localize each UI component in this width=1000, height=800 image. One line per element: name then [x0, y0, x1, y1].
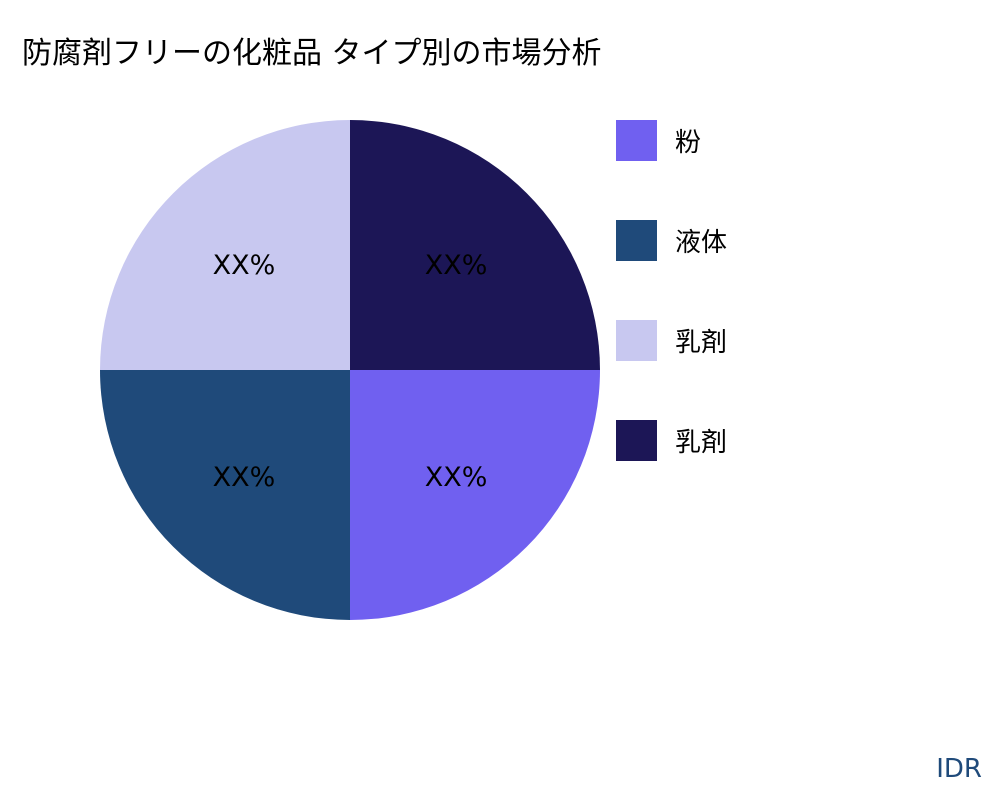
legend-swatch [616, 219, 657, 261]
legend-label: 粉 [675, 127, 702, 158]
legend-label: 乳剤 [675, 327, 728, 358]
pie-slice [350, 120, 600, 370]
legend-label: 液体 [675, 227, 728, 258]
data-label: XX% [213, 462, 276, 493]
legend-item: 乳剤 [616, 419, 728, 461]
data-label: XX% [425, 462, 488, 493]
legend-item: 粉 [616, 119, 702, 161]
legend-item: 液体 [616, 219, 728, 261]
pie-slice [100, 120, 350, 370]
legend-label: 乳剤 [675, 427, 728, 458]
legend-item: 乳剤 [616, 319, 728, 361]
legend-swatch [616, 119, 657, 161]
chart-title: 防腐剤フリーの化粧品 タイプ別の市場分析 [22, 36, 602, 71]
pie-slice [100, 370, 350, 620]
data-label: XX% [425, 250, 488, 281]
legend-swatch [616, 419, 657, 461]
data-label: XX% [213, 250, 276, 281]
legend-swatch [616, 319, 657, 361]
pie-slice [350, 370, 600, 620]
brand-logo: IDR [936, 754, 982, 784]
